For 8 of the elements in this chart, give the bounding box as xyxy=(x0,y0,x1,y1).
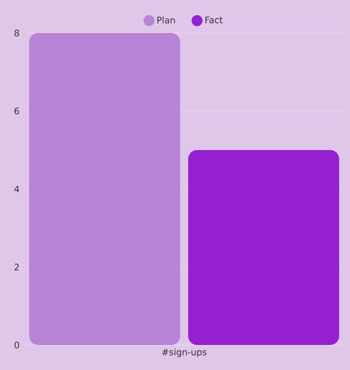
legend-label: Fact xyxy=(205,16,223,24)
y-tick-label: 4 xyxy=(14,186,20,192)
y-tick-label: 2 xyxy=(14,264,19,270)
x-tick-label: #sign-ups xyxy=(162,348,206,358)
y-tick-label: 0 xyxy=(14,342,19,348)
y-tick-label: 6 xyxy=(14,108,20,114)
legend-label: Plan xyxy=(157,16,175,24)
y-tick-label: 8 xyxy=(14,30,19,36)
